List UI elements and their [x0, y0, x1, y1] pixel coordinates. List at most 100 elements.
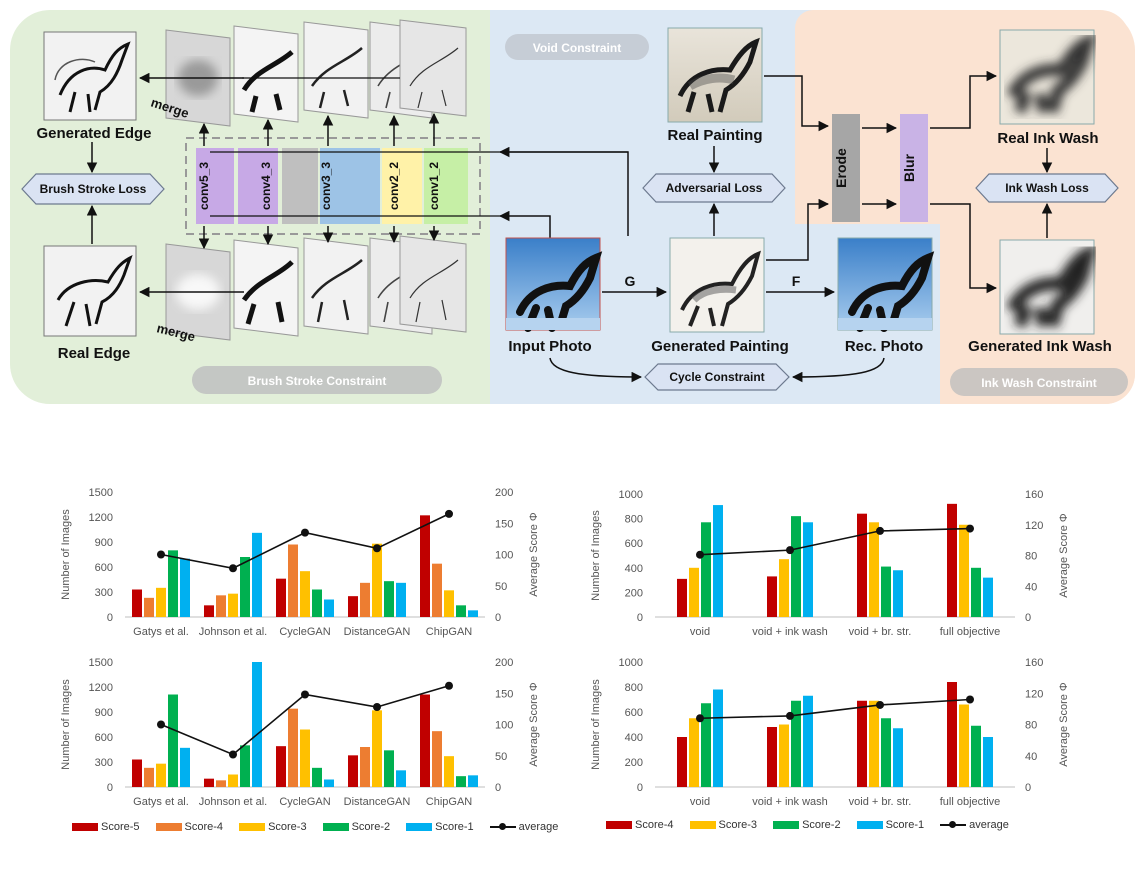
legend-line-swatch — [940, 820, 967, 830]
legend-swatch — [773, 821, 800, 829]
average-point — [696, 550, 704, 559]
cycle-constraint-label: Cycle Constraint — [669, 370, 764, 384]
x-tick-label: CycleGAN — [279, 796, 330, 808]
y2-tick-label: 120 — [1025, 688, 1043, 700]
bar — [713, 505, 723, 617]
brush-stroke-constraint-pill — [192, 366, 442, 394]
legend-item: Score-4 — [606, 819, 674, 831]
bar — [216, 595, 226, 617]
real-edge-label: Real Edge — [58, 345, 131, 362]
legend-swatch — [606, 821, 632, 829]
bar — [168, 550, 178, 617]
y-tick-label: 200 — [625, 587, 643, 599]
legend-label: average — [969, 819, 1009, 831]
bar — [432, 731, 442, 787]
bar — [132, 759, 142, 787]
average-point — [373, 703, 381, 711]
generated-ink-wash-image — [999, 239, 1098, 335]
average-point — [966, 524, 974, 533]
bar — [360, 582, 370, 617]
x-tick-label: void + br. str. — [849, 796, 912, 808]
chart-top-left: Number of Images Average Score Φ 0 300 600 90… — [60, 487, 540, 638]
legend-item: Score-3 — [689, 819, 757, 831]
legend-item: Score-3 — [239, 821, 307, 833]
y2-tick-label: 200 — [495, 657, 513, 669]
framework-diagram: Void Constraint Brush Stroke Constraint … — [10, 10, 1135, 404]
bar — [288, 544, 298, 617]
bar — [857, 700, 867, 787]
y2-tick-label: 0 — [495, 782, 501, 794]
bar — [468, 610, 478, 617]
x-tick-label: Gatys et al. — [133, 626, 189, 638]
ink-wash-constraint-label: Ink Wash Constraint — [981, 376, 1097, 390]
legend-item: average — [940, 819, 1009, 831]
bar — [689, 567, 699, 617]
bar — [971, 567, 981, 617]
ink-wash-loss-label: Ink Wash Loss — [1005, 181, 1089, 195]
y-tick-label: 0 — [107, 612, 113, 624]
bar — [881, 718, 891, 787]
bar — [360, 747, 370, 787]
y-tick-label: 600 — [95, 732, 113, 744]
chart-bottom-left: Number of Images Average Score Φ 0 300 600 90… — [60, 657, 540, 808]
bar — [204, 778, 214, 787]
y-tick-label: 1200 — [89, 512, 113, 524]
y-tick-label: 1000 — [619, 489, 643, 501]
bar — [288, 708, 298, 787]
bar — [983, 577, 993, 617]
generated-edge-label: Generated Edge — [36, 125, 151, 142]
bar — [971, 725, 981, 787]
real-feature-maps — [165, 235, 467, 341]
generated-painting-image — [669, 237, 765, 333]
legend-label: Score-4 — [184, 821, 224, 833]
bar — [803, 695, 813, 787]
chart-top-right: Number of Images Average Score Φ020040060… — [590, 489, 1070, 638]
x-tick-label: void + ink wash — [752, 626, 828, 638]
legend-label: Score-2 — [351, 821, 391, 833]
average-point — [157, 720, 165, 729]
y-tick-label: 800 — [625, 514, 643, 526]
y2-tick-label: 160 — [1025, 489, 1043, 501]
x-tick-label: full objective — [940, 626, 1001, 638]
legend-label: Score-4 — [635, 819, 674, 831]
real-ink-wash-image — [999, 29, 1098, 125]
bar — [779, 724, 789, 787]
bar — [144, 597, 154, 617]
brush-stroke-loss-label: Brush Stroke Loss — [40, 182, 147, 196]
bar — [701, 522, 711, 617]
legend-item: Score-5 — [72, 821, 140, 833]
y2-tick-label: 200 — [495, 487, 513, 499]
bar — [348, 596, 358, 617]
input-photo-image — [505, 237, 603, 332]
bar — [228, 774, 238, 787]
bar — [420, 694, 430, 787]
bar — [156, 587, 166, 617]
y2-tick-label: 50 — [495, 581, 507, 593]
bar — [132, 589, 142, 617]
x-tick-label: Johnson et al. — [199, 796, 268, 808]
bar — [396, 770, 406, 787]
y2-axis-label: Average Score Φ — [1058, 513, 1070, 598]
brush-stroke-loss-node: Brush Stroke Loss — [21, 173, 165, 205]
input-photo-label: Input Photo — [508, 338, 591, 355]
average-point — [876, 700, 884, 709]
void-constraint-label: Void Constraint — [533, 41, 621, 55]
y2-axis-label: Average Score Φ — [1058, 682, 1070, 767]
y2-tick-label: 150 — [495, 688, 513, 700]
y-tick-label: 1500 — [89, 487, 113, 499]
legend-line-swatch — [489, 822, 516, 832]
y2-tick-label: 100 — [495, 720, 513, 732]
bar — [180, 558, 190, 617]
y-axis-label: Number of Images — [590, 510, 602, 601]
bar — [893, 570, 903, 617]
y-tick-label: 600 — [625, 538, 643, 550]
legend-label: Score-2 — [802, 819, 841, 831]
rec-photo-label: Rec. Photo — [845, 338, 923, 355]
legend-left: Score-5 Score-4 Score-3 Score-2 Score-1 avera… — [72, 821, 574, 833]
bar — [384, 581, 394, 617]
y-axis-label: Number of Images — [60, 679, 72, 770]
bar — [677, 578, 687, 617]
ink-wash-loss-node: Ink Wash Loss — [975, 173, 1119, 203]
bar — [156, 763, 166, 787]
average-point — [229, 564, 237, 573]
